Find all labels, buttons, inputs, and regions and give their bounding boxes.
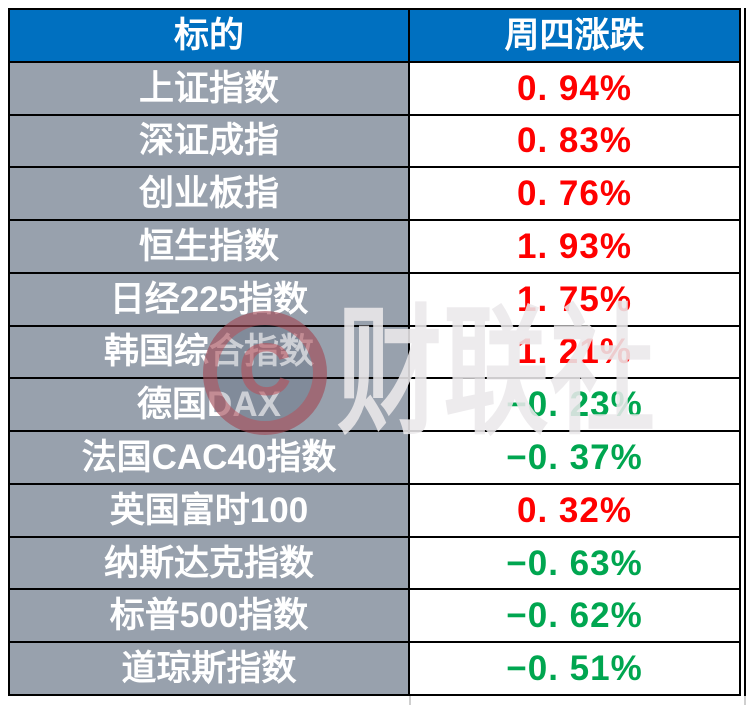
table-header-row: 标的 周四涨跌 [10,10,739,63]
table-row: 法国CAC40指数 −0. 37% [10,432,739,485]
index-name-cell: 深证成指 [10,115,410,167]
index-name-cell: 纳斯达克指数 [10,537,410,589]
index-name-cell: 道琼斯指数 [10,643,410,694]
change-value-cell: 1. 93% [410,221,739,272]
change-value-cell: 0. 94% [410,62,739,114]
table-row: 上证指数 0. 94% [10,62,739,116]
header-target: 标的 [10,10,410,61]
index-name-cell: 日经225指数 [10,273,410,325]
index-name-cell: 英国富时100 [10,484,410,536]
change-value-cell: 0. 32% [410,484,739,536]
table-row: 德国DAX −0. 23% [10,379,739,433]
table-row: 韩国综合指数 1. 21% [10,326,739,380]
header-thursday-change: 周四涨跌 [410,10,739,61]
change-value-cell: 0. 83% [410,115,739,167]
change-value-cell: −0. 23% [410,379,739,431]
table-row: 英国富时100 0. 32% [10,484,739,538]
column-divider-tail [409,696,411,705]
index-name-cell: 恒生指数 [10,221,410,272]
table-row: 深证成指 0. 83% [10,115,739,169]
table-row: 纳斯达克指数 −0. 63% [10,537,739,591]
index-name-cell: 标普500指数 [10,590,410,642]
right-edge-divider-tail [744,696,746,705]
index-name-cell: 法国CAC40指数 [10,432,410,483]
change-value-cell: −0. 63% [410,537,739,589]
table-row: 创业板指 0. 76% [10,168,739,222]
right-edge-divider [744,8,746,696]
change-value-cell: −0. 51% [410,643,739,694]
change-value-cell: 0. 76% [410,168,739,220]
market-table: 标的 周四涨跌 上证指数 0. 94% 深证成指 0. 83% 创业板指 0. … [8,8,741,696]
change-value-cell: 1. 21% [410,326,739,378]
change-value-cell: −0. 62% [410,590,739,642]
table-row: 恒生指数 1. 93% [10,221,739,274]
index-name-cell: 创业板指 [10,168,410,220]
table-row: 日经225指数 1. 75% [10,273,739,327]
table-row: 道琼斯指数 −0. 51% [10,643,739,694]
index-name-cell: 德国DAX [10,379,410,431]
change-value-cell: 1. 75% [410,273,739,325]
change-value-cell: −0. 37% [410,432,739,483]
index-name-cell: 韩国综合指数 [10,326,410,378]
index-name-cell: 上证指数 [10,62,410,114]
table-row: 标普500指数 −0. 62% [10,590,739,644]
